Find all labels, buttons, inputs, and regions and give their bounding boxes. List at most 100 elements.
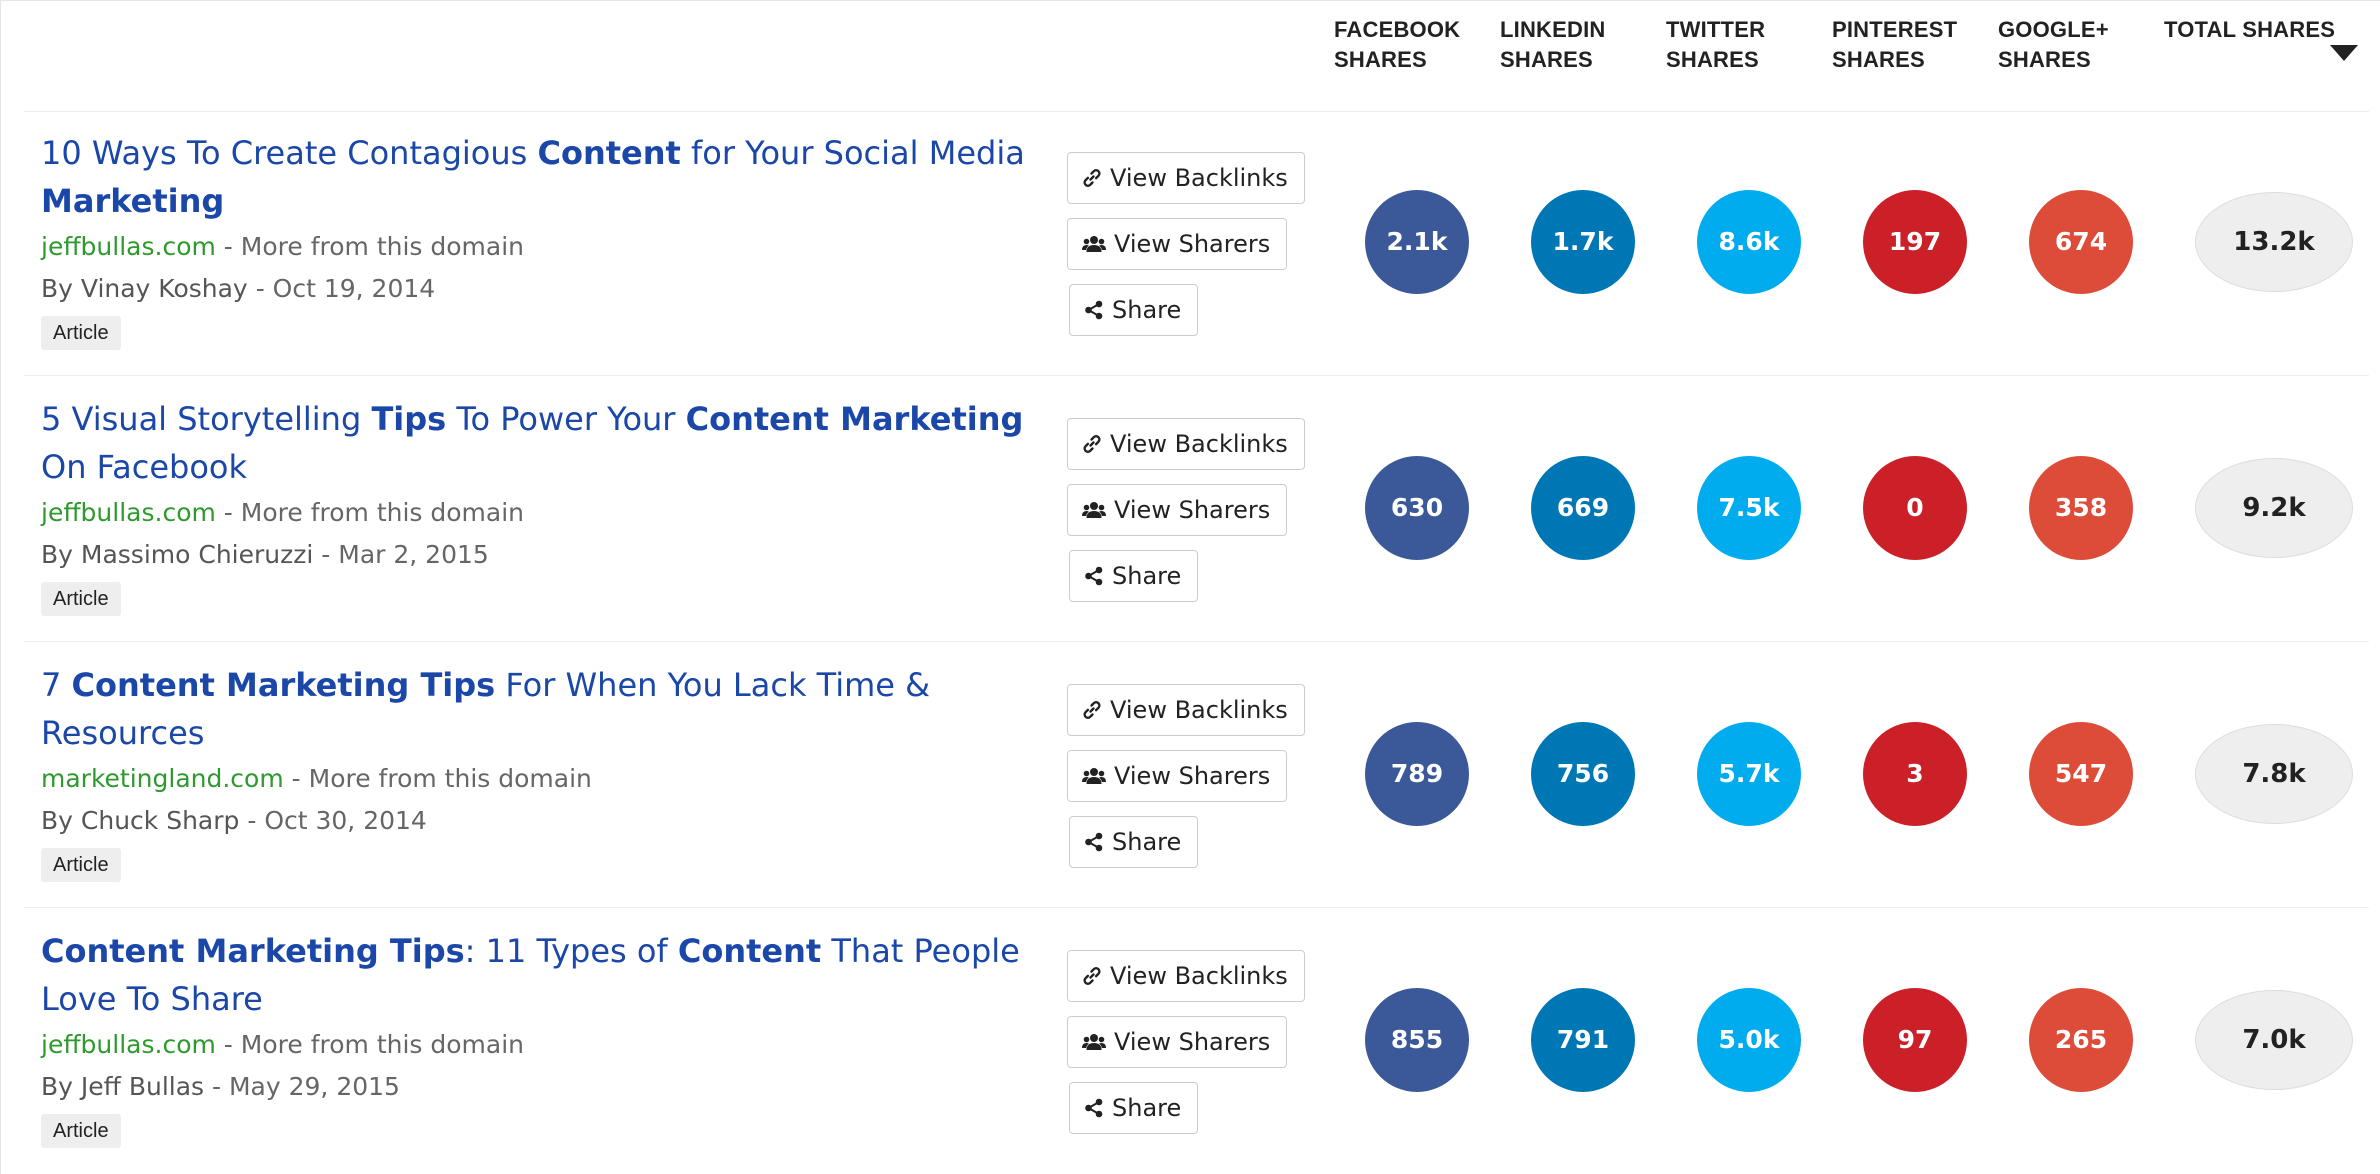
domain-link[interactable]: jeffbullas.com	[41, 498, 216, 527]
title-segment: Content Marketing	[685, 400, 1024, 438]
view-backlinks-button[interactable]: View Backlinks	[1067, 152, 1305, 204]
total-shares-count: 7.0k	[2195, 990, 2353, 1090]
content-type-badge: Article	[41, 1114, 121, 1148]
publish-date: Mar 2, 2015	[338, 540, 489, 569]
link-icon	[1083, 435, 1101, 453]
share-icon	[1085, 566, 1103, 586]
view-sharers-button[interactable]: View Sharers	[1067, 1016, 1288, 1068]
share-button[interactable]: Share	[1069, 284, 1199, 336]
view-backlinks-label: View Backlinks	[1110, 164, 1288, 192]
separator: -	[291, 764, 309, 793]
linkedin-shares-count: 669	[1531, 456, 1635, 560]
share-label: Share	[1112, 828, 1182, 856]
more-from-domain-link[interactable]: More from this domain	[240, 498, 525, 527]
table-header: FACEBOOK SHARES LINKEDIN SHARES TWITTER …	[24, 1, 2369, 112]
twitter-shares-count: 7.5k	[1697, 456, 1801, 560]
title-segment: : 11 Types of	[464, 932, 678, 970]
more-from-domain-link[interactable]: More from this domain	[240, 232, 525, 261]
byline: By Massimo Chieruzzi - Mar 2, 2015	[41, 537, 489, 573]
users-icon	[1082, 502, 1106, 518]
domain-line: jeffbullas.com - More from this domain	[41, 229, 524, 265]
author-link[interactable]: By Vinay Koshay	[41, 274, 248, 303]
pinterest-shares-count: 3	[1863, 722, 1967, 826]
googleplus-shares-count: 547	[2029, 722, 2133, 826]
share-button[interactable]: Share	[1069, 550, 1199, 602]
view-sharers-button[interactable]: View Sharers	[1067, 484, 1288, 536]
view-backlinks-button[interactable]: View Backlinks	[1067, 418, 1305, 470]
title-segment: Content Marketing Tips	[71, 666, 496, 704]
article-title-link[interactable]: Content Marketing Tips: 11 Types of Cont…	[41, 927, 1061, 1023]
article-title-link[interactable]: 10 Ways To Create Contagious Content for…	[41, 129, 1061, 225]
share-label: Share	[1112, 296, 1182, 324]
domain-link[interactable]: jeffbullas.com	[41, 1030, 216, 1059]
more-from-domain-link[interactable]: More from this domain	[308, 764, 592, 793]
result-row: 5 Visual Storytelling Tips To Power Your…	[24, 377, 2369, 642]
twitter-shares-count: 5.0k	[1697, 988, 1801, 1092]
title-segment: To Power Your	[446, 400, 686, 438]
header-total-shares[interactable]: TOTAL SHARES	[2164, 17, 2336, 42]
separator: -	[255, 274, 273, 303]
linkedin-shares-count: 1.7k	[1531, 190, 1635, 294]
view-sharers-label: View Sharers	[1114, 762, 1271, 790]
view-sharers-button[interactable]: View Sharers	[1067, 750, 1288, 802]
domain-link[interactable]: marketingland.com	[41, 764, 284, 793]
users-icon	[1082, 236, 1106, 252]
googleplus-shares-count: 358	[2029, 456, 2133, 560]
header-twitter-shares[interactable]: TWITTER SHARES	[1666, 17, 1766, 72]
users-icon	[1082, 768, 1106, 784]
title-segment: Content	[537, 134, 681, 172]
linkedin-shares-count: 791	[1531, 988, 1635, 1092]
view-sharers-label: View Sharers	[1114, 1028, 1271, 1056]
result-row: 7 Content Marketing Tips For When You La…	[24, 643, 2369, 908]
share-icon	[1085, 300, 1103, 320]
view-backlinks-label: View Backlinks	[1110, 962, 1288, 990]
view-backlinks-button[interactable]: View Backlinks	[1067, 950, 1305, 1002]
title-segment: On Facebook	[41, 448, 247, 486]
title-segment: Tips	[371, 400, 447, 438]
header-facebook-shares[interactable]: FACEBOOK SHARES	[1334, 17, 1461, 72]
caret-down-icon[interactable]	[2330, 45, 2358, 61]
total-shares-count: 13.2k	[2195, 192, 2353, 292]
author-link[interactable]: By Jeff Bullas	[41, 1072, 205, 1101]
linkedin-shares-count: 756	[1531, 722, 1635, 826]
title-segment: 7	[41, 666, 72, 704]
view-backlinks-button[interactable]: View Backlinks	[1067, 684, 1305, 736]
publish-date: May 29, 2015	[228, 1072, 400, 1101]
title-segment: Content	[677, 932, 822, 970]
googleplus-shares-count: 265	[2029, 988, 2133, 1092]
title-segment: for Your Social Media	[680, 134, 1025, 172]
facebook-shares-count: 2.1k	[1365, 190, 1469, 294]
facebook-shares-count: 855	[1365, 988, 1469, 1092]
domain-link[interactable]: jeffbullas.com	[41, 232, 216, 261]
title-segment: Content Marketing Tips	[41, 932, 465, 970]
title-segment: 10 Ways To Create Contagious	[41, 134, 538, 172]
twitter-shares-count: 5.7k	[1697, 722, 1801, 826]
view-sharers-button[interactable]: View Sharers	[1067, 218, 1288, 270]
share-button[interactable]: Share	[1069, 816, 1199, 868]
separator: -	[212, 1072, 229, 1101]
title-segment: Marketing	[41, 182, 225, 220]
domain-line: marketingland.com - More from this domai…	[41, 761, 592, 797]
author-link[interactable]: By Chuck Sharp	[41, 806, 240, 835]
twitter-shares-count: 8.6k	[1697, 190, 1801, 294]
article-title-link[interactable]: 7 Content Marketing Tips For When You La…	[41, 661, 1061, 757]
header-linkedin-shares[interactable]: LINKEDIN SHARES	[1500, 17, 1606, 72]
more-from-domain-link[interactable]: More from this domain	[240, 1030, 525, 1059]
article-title-link[interactable]: 5 Visual Storytelling Tips To Power Your…	[41, 395, 1061, 491]
users-icon	[1082, 1034, 1106, 1050]
author-link[interactable]: By Massimo Chieruzzi	[41, 540, 314, 569]
view-backlinks-label: View Backlinks	[1110, 696, 1288, 724]
header-googleplus-shares[interactable]: GOOGLE+ SHARES	[1998, 17, 2109, 72]
publish-date: Oct 19, 2014	[272, 274, 436, 303]
link-icon	[1083, 169, 1101, 187]
pinterest-shares-count: 97	[1863, 988, 1967, 1092]
share-button[interactable]: Share	[1069, 1082, 1199, 1134]
link-icon	[1083, 701, 1101, 719]
header-pinterest-shares[interactable]: PINTEREST SHARES	[1832, 17, 1958, 72]
share-label: Share	[1112, 562, 1182, 590]
title-segment: 5 Visual Storytelling	[41, 400, 372, 438]
separator: -	[223, 1030, 241, 1059]
separator: -	[223, 232, 241, 261]
link-icon	[1083, 967, 1101, 985]
publish-date: Oct 30, 2014	[264, 806, 427, 835]
